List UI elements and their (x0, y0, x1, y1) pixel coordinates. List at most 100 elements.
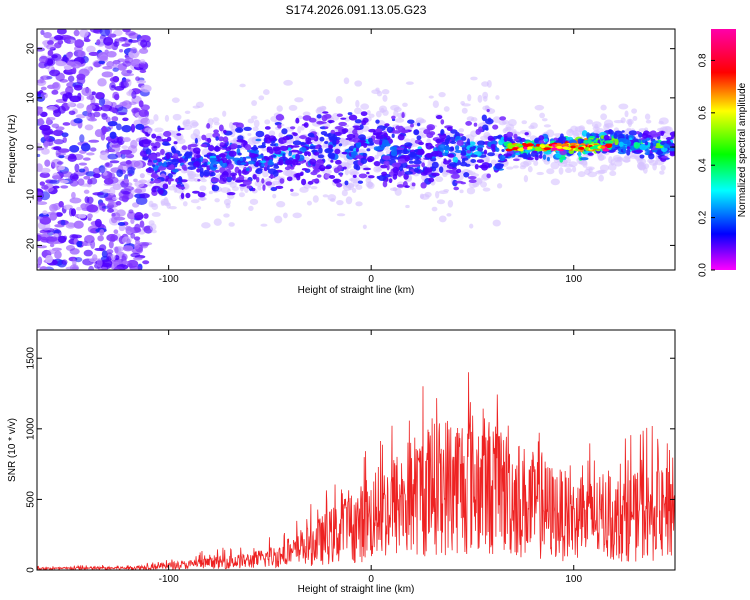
spectrogram-cell (133, 236, 141, 241)
spectrogram-cell (172, 153, 179, 160)
spectrogram-cell (121, 236, 132, 244)
spectrogram-cell (572, 166, 577, 173)
spectrogram-cell (404, 171, 413, 175)
colorbar-gradient (711, 29, 736, 270)
spectrogram-cell (128, 101, 137, 105)
spectrogram-cell (58, 201, 64, 208)
spectrogram-cell (421, 134, 427, 139)
spectrogram-cell (450, 173, 460, 179)
spectrogram-cell (316, 174, 322, 178)
spectrogram-cell (376, 175, 381, 179)
spectrogram-cell (115, 200, 122, 206)
spectrogram-cell (536, 143, 541, 147)
spectrogram-cell (178, 186, 186, 190)
spectrogram-cell (37, 142, 41, 147)
spectrogram-cell (157, 188, 164, 195)
spectrogram-cell (222, 129, 227, 134)
spectrogram-cell (40, 86, 47, 91)
spectrogram-cell (90, 240, 96, 249)
spectrogram-cell (220, 187, 231, 194)
spectrogram-cell (231, 174, 236, 181)
spectrogram-cell (109, 131, 117, 139)
spectrogram-cell (57, 105, 66, 114)
spectrogram-cell (565, 167, 573, 174)
spectrogram-cell (134, 223, 141, 233)
spectrogram-cell (470, 76, 478, 81)
spectrogram-cell (375, 168, 383, 172)
spectrogram-cell (88, 51, 99, 56)
spectrogram-cell (486, 173, 491, 179)
spectrogram-cell (116, 37, 124, 43)
spectrogram-cell (94, 247, 105, 251)
spectrogram-cell (420, 193, 430, 200)
spectrogram-cell (46, 117, 56, 121)
spectrogram-cell (97, 78, 107, 87)
spectrogram-cell (432, 100, 439, 109)
spectrogram-cell (263, 166, 268, 172)
spectrogram-cell (99, 229, 105, 236)
spectrogram-cell (274, 215, 283, 224)
spectrogram-cell (533, 160, 539, 166)
spectrogram-cell (669, 131, 675, 137)
spectrogram-cell (295, 172, 304, 177)
spectrogram-cell (608, 163, 617, 171)
spectrogram-cell (263, 89, 270, 96)
spectrogram-cell (299, 135, 307, 140)
spectrogram-cell (122, 60, 132, 67)
spectrogram-cell (135, 123, 145, 130)
spectrogram-cell (446, 135, 451, 142)
spectrogram-cell (340, 117, 347, 120)
spectrogram-cell (100, 259, 113, 268)
spectrogram-cell (330, 129, 336, 134)
spectrogram-cell (87, 217, 92, 221)
spectrogram-cell (223, 213, 230, 218)
spectrogram-cell (130, 232, 136, 239)
spectrogram-cell (380, 164, 388, 169)
spectrogram-cell (375, 110, 382, 118)
spectrogram-cell (390, 149, 398, 157)
y-tick-label: -20 (26, 238, 37, 253)
spectrogram-cell (420, 171, 428, 176)
spectrogram-cell (658, 117, 669, 125)
spectrogram-cell (365, 181, 374, 188)
spectrogram-cell (517, 148, 524, 152)
spectrogram-cell (145, 167, 155, 173)
spectrogram-cell (251, 100, 258, 107)
spectrogram-cell (62, 93, 68, 102)
spectrogram-cell (181, 145, 188, 151)
spectrogram-cell (247, 133, 252, 137)
spectrogram-cell (288, 152, 292, 157)
spectrogram-cell (312, 195, 319, 203)
snr-series-line (37, 372, 675, 570)
spectrogram-cell (388, 178, 393, 184)
spectrogram-cell (130, 47, 138, 54)
spectrogram-cell (268, 148, 274, 154)
spectrogram-cell (463, 172, 470, 178)
colorbar-tick-label: 0.4 (698, 158, 709, 172)
spectrogram-cell (62, 122, 71, 126)
spectrogram-cell (523, 175, 529, 183)
spectrogram-cell (476, 140, 486, 146)
spectrogram-cell (617, 147, 622, 151)
spectrogram-cell (108, 240, 114, 249)
spectrogram-cell (562, 146, 570, 150)
spectrogram-cell (645, 119, 652, 124)
spectrogram-cell (140, 84, 152, 93)
spectrogram-cell (428, 95, 434, 99)
spectrogram-cell (652, 162, 657, 171)
spectrogram-cell (88, 139, 100, 143)
spectrogram-cell (413, 155, 420, 161)
spectrogram-cell (580, 160, 588, 166)
spectrogram-cell (56, 161, 64, 165)
spectrogram-cell (208, 144, 215, 152)
spectrogram-cell (93, 173, 101, 179)
spectrogram-cell (512, 165, 519, 169)
spectrogram-cell (166, 166, 176, 170)
spectrogram-cell (486, 108, 490, 113)
spectrogram-cell (212, 164, 218, 168)
spectrogram-cell (43, 140, 49, 149)
spectrogram-cell (265, 181, 273, 186)
spectrogram-cell (255, 176, 260, 183)
spectrogram-cell (128, 32, 139, 39)
